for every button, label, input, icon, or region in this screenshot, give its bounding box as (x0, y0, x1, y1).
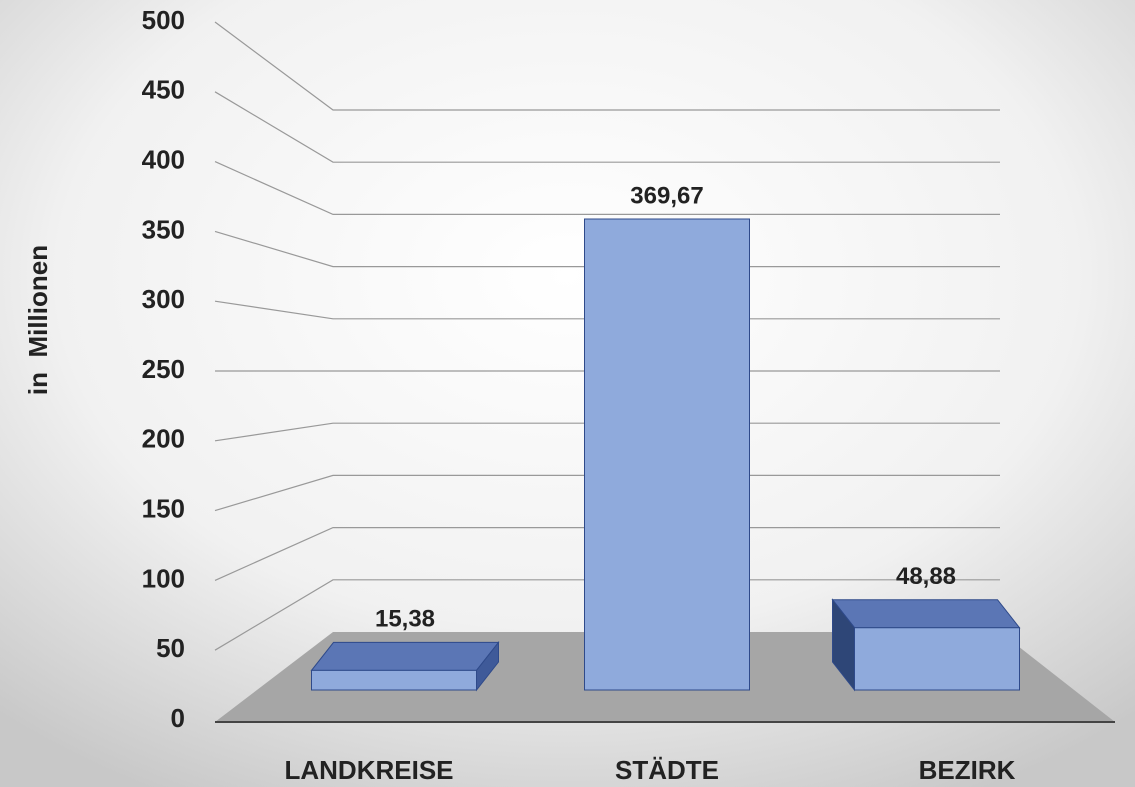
y-tick-label: 100 (142, 563, 185, 593)
y-tick-label: 200 (142, 424, 185, 454)
grid-line (214, 579, 1000, 651)
bar-front (854, 627, 1020, 691)
y-tick-label: 350 (142, 214, 185, 244)
x-tick-label: LANDKREISE (284, 755, 453, 785)
y-tick-label: 50 (156, 633, 185, 663)
grid-line (214, 91, 1000, 163)
bar (310, 640, 500, 692)
y-tick-label: 300 (142, 284, 185, 314)
grid-line (214, 422, 1000, 442)
bar-top (310, 641, 500, 671)
bar-top (831, 599, 1021, 629)
grid-line (214, 161, 1000, 215)
value-label: 15,38 (375, 606, 435, 633)
bar-front (584, 218, 750, 691)
x-tick-label: BEZIRK (919, 755, 1016, 785)
bar-front (311, 669, 477, 691)
bar (831, 598, 1021, 692)
grid-line (214, 21, 1000, 111)
grid-line (214, 230, 1000, 268)
y-tick-label: 450 (142, 75, 185, 105)
bar (584, 218, 750, 691)
y-tick-label: 0 (171, 703, 185, 733)
y-tick-label: 150 (142, 493, 185, 523)
value-label: 48,88 (896, 563, 956, 590)
y-tick-label: 250 (142, 354, 185, 384)
grid-line (214, 526, 1000, 581)
grid-line (214, 474, 1000, 512)
grid-line (214, 300, 1000, 320)
y-axis-label: in Millionen (23, 245, 53, 395)
y-tick-label: 500 (142, 5, 185, 35)
y-tick-label: 400 (142, 144, 185, 174)
value-label: 369,67 (630, 182, 703, 209)
x-tick-label: STÄDTE (615, 755, 719, 785)
